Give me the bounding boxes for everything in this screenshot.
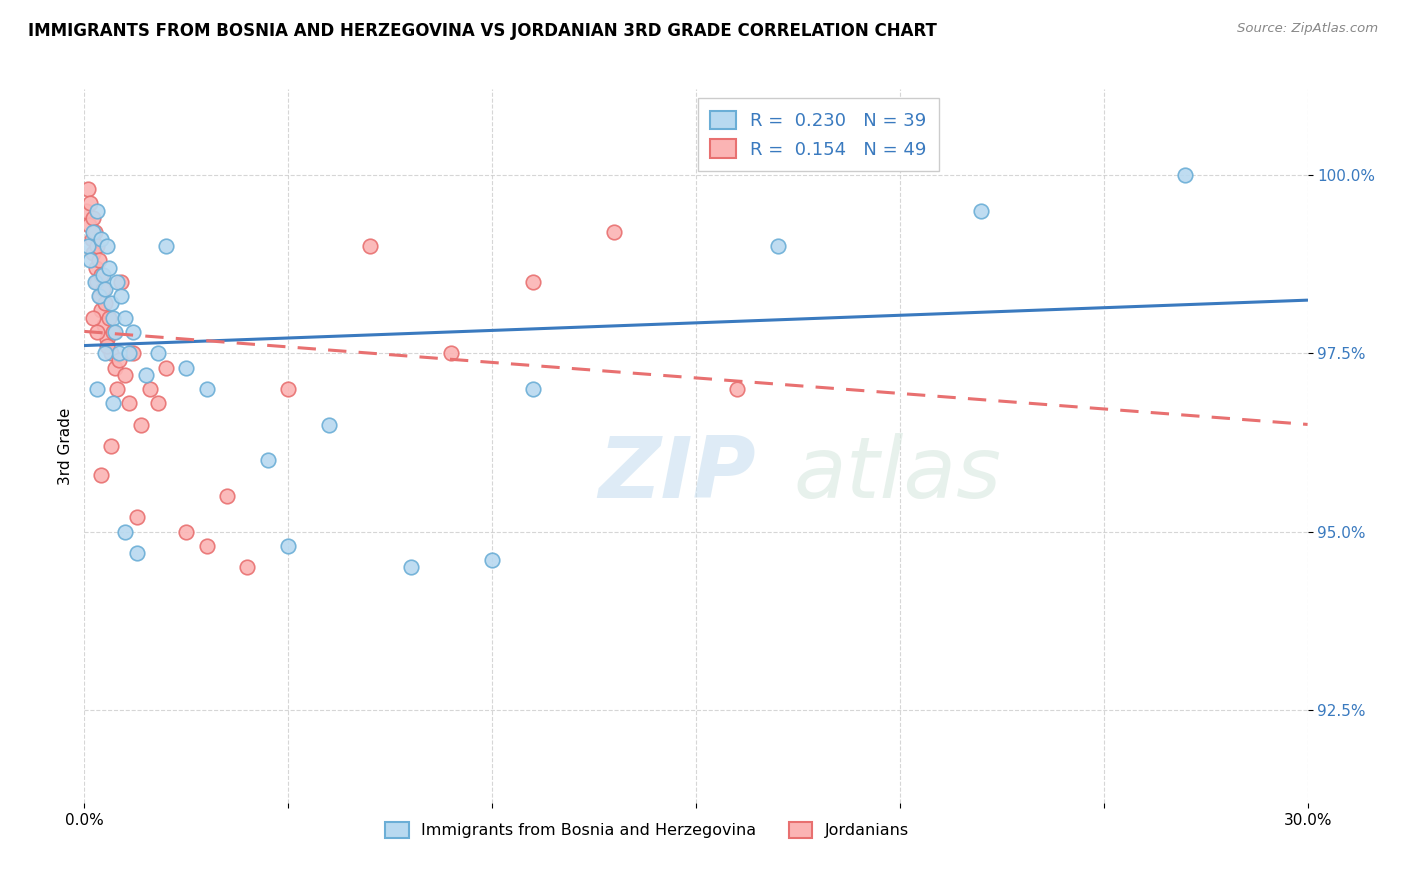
Point (236, 560, 259, 574)
Point (114, 524, 136, 539)
Point (138, 382, 160, 396)
Point (82, 310, 104, 325)
Point (481, 553, 503, 567)
Point (217, 489, 239, 503)
Text: atlas: atlas (794, 433, 1002, 516)
Point (91, 282, 114, 296)
Point (93, 346, 115, 360)
Point (90, 303, 112, 318)
Point (90, 232, 112, 246)
Point (114, 310, 136, 325)
Point (110, 289, 132, 303)
Point (93, 318, 115, 332)
Point (127, 546, 149, 560)
Legend: Immigrants from Bosnia and Herzegovina, Jordanians: Immigrants from Bosnia and Herzegovina, … (378, 815, 915, 845)
Point (118, 396, 141, 410)
Point (108, 346, 131, 360)
Y-axis label: 3rd Grade: 3rd Grade (58, 408, 73, 484)
Point (114, 368, 136, 382)
Point (100, 346, 122, 360)
Point (82, 225, 104, 239)
Point (82, 246, 104, 260)
Point (155, 360, 177, 375)
Point (108, 353, 131, 368)
Point (89, 289, 111, 303)
Point (155, 239, 177, 253)
Point (77, 182, 100, 196)
Point (174, 524, 197, 539)
Point (195, 539, 218, 553)
Point (970, 203, 993, 218)
Point (146, 346, 169, 360)
Point (522, 275, 544, 289)
Point (84, 260, 107, 275)
Point (83, 225, 105, 239)
Point (105, 275, 128, 289)
Point (131, 417, 153, 432)
Point (79, 196, 101, 211)
Point (77, 239, 100, 253)
Text: ZIP: ZIP (598, 433, 756, 516)
Point (82, 211, 104, 225)
Point (440, 346, 463, 360)
Point (90, 467, 112, 482)
Point (104, 325, 127, 339)
Point (1174, 168, 1197, 182)
Point (110, 275, 132, 289)
Point (86, 239, 108, 253)
Point (79, 253, 101, 268)
Point (86, 382, 108, 396)
Point (83, 275, 105, 289)
Point (80, 232, 103, 246)
Point (96, 239, 118, 253)
Point (318, 417, 340, 432)
Point (603, 225, 626, 239)
Point (75, 203, 97, 218)
Point (725, 382, 748, 396)
Point (146, 396, 169, 410)
Point (93, 282, 115, 296)
Point (277, 539, 299, 553)
Point (766, 239, 789, 253)
Point (90, 268, 112, 282)
Point (118, 346, 141, 360)
Point (277, 382, 299, 396)
Point (101, 310, 124, 325)
Point (93, 296, 115, 310)
Point (91, 268, 114, 282)
Point (104, 360, 127, 375)
Point (87, 253, 110, 268)
Point (101, 325, 124, 339)
Point (86, 325, 108, 339)
Point (105, 382, 128, 396)
Point (174, 360, 197, 375)
Point (96, 332, 118, 346)
Point (87, 289, 110, 303)
Point (100, 296, 122, 310)
Point (86, 203, 108, 218)
Point (77, 218, 100, 232)
Point (97, 260, 120, 275)
Text: IMMIGRANTS FROM BOSNIA AND HERZEGOVINA VS JORDANIAN 3RD GRADE CORRELATION CHART: IMMIGRANTS FROM BOSNIA AND HERZEGOVINA V… (28, 22, 936, 40)
Point (122, 325, 145, 339)
Point (101, 396, 124, 410)
Point (257, 453, 280, 467)
Point (86, 275, 108, 289)
Text: Source: ZipAtlas.com: Source: ZipAtlas.com (1237, 22, 1378, 36)
Point (399, 560, 422, 574)
Point (96, 339, 118, 353)
Point (97, 310, 120, 325)
Point (195, 382, 218, 396)
Point (122, 346, 145, 360)
Point (522, 382, 544, 396)
Point (127, 510, 149, 524)
Point (100, 439, 122, 453)
Point (359, 239, 381, 253)
Point (135, 368, 157, 382)
